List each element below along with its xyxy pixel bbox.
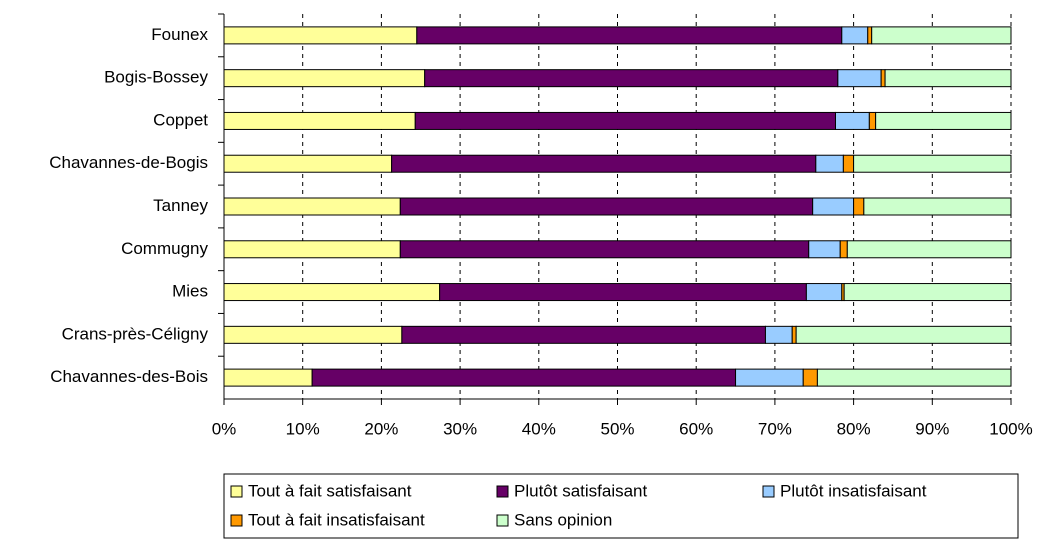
bar-segment	[884, 69, 1012, 88]
x-tick-label: 80%	[837, 419, 871, 438]
bar-segment	[223, 69, 426, 88]
bar-segment	[223, 154, 393, 173]
legend-swatch	[496, 485, 509, 498]
bar-segment	[223, 111, 416, 130]
y-tick-label: Commugny	[121, 239, 208, 258]
bar-segment	[841, 26, 869, 45]
bar-segment	[424, 69, 839, 88]
bar-segment	[223, 368, 313, 387]
bar-segment	[868, 111, 877, 130]
legend-label: Plutôt satisfaisant	[514, 481, 648, 500]
bar-segment	[837, 69, 882, 88]
bar-segment	[802, 368, 818, 387]
y-tick-label: Tanney	[153, 196, 208, 215]
y-tick-label: Chavannes-de-Bogis	[49, 153, 208, 172]
bar-segment	[875, 111, 1012, 130]
y-tick-label: Chavannes-des-Bois	[50, 367, 208, 386]
legend-label: Plutôt insatisfaisant	[780, 481, 927, 500]
bar-segment	[401, 325, 766, 344]
bar-segment	[843, 283, 1012, 302]
bar-segment	[808, 240, 841, 259]
bar-segment	[812, 197, 855, 216]
bar-segment	[853, 197, 865, 216]
bar-segment	[223, 240, 401, 259]
bar-segment	[853, 154, 1012, 173]
x-tick-label: 70%	[758, 419, 792, 438]
y-tick-label: Coppet	[153, 110, 208, 129]
bar-segment	[414, 111, 836, 130]
bar-segment	[416, 26, 843, 45]
y-tick-label: Mies	[172, 282, 208, 301]
legend-label: Sans opinion	[514, 510, 612, 529]
bar-segment	[223, 283, 441, 302]
bar-segment	[764, 325, 793, 344]
bar-segment	[867, 26, 873, 45]
x-tick-label: 0%	[212, 419, 237, 438]
legend-swatch	[230, 514, 243, 527]
bar-segment	[791, 325, 797, 344]
bar-segment	[223, 26, 418, 45]
x-tick-label: 30%	[443, 419, 477, 438]
x-tick-label: 10%	[286, 419, 320, 438]
legend-label: Tout à fait satisfaisant	[248, 481, 412, 500]
bar-segment	[439, 283, 807, 302]
x-tick-label: 50%	[600, 419, 634, 438]
bar-segment	[391, 154, 817, 173]
y-tick-label: Bogis-Bossey	[104, 68, 208, 87]
bar-segment	[846, 240, 1012, 259]
legend-box	[223, 473, 1019, 539]
bar-segment	[839, 240, 848, 259]
bar-segment	[399, 197, 814, 216]
bar-segment	[223, 197, 401, 216]
bar-segment	[399, 240, 810, 259]
bar-segment	[842, 154, 855, 173]
bar-segment	[805, 283, 843, 302]
legend-swatch	[496, 514, 509, 527]
x-tick-label: 40%	[522, 419, 556, 438]
legend-label: Tout à fait insatisfaisant	[248, 510, 425, 529]
bar-segment	[815, 154, 844, 173]
bar-segment	[834, 111, 870, 130]
legend-swatch	[762, 485, 775, 498]
bar-segment	[311, 368, 737, 387]
bar-segment	[871, 26, 1012, 45]
bar-segment	[863, 197, 1012, 216]
legend-swatch	[230, 485, 243, 498]
bar-segment	[223, 325, 403, 344]
y-tick-label: Crans-près-Céligny	[62, 324, 209, 343]
bar-segment	[816, 368, 1012, 387]
bar-segment	[795, 325, 1012, 344]
x-tick-label: 20%	[364, 419, 398, 438]
bar-segment	[735, 368, 804, 387]
x-tick-label: 90%	[915, 419, 949, 438]
bar-segment	[880, 69, 886, 88]
x-tick-label: 60%	[679, 419, 713, 438]
y-tick-label: Founex	[151, 25, 208, 44]
x-tick-label: 100%	[989, 419, 1032, 438]
